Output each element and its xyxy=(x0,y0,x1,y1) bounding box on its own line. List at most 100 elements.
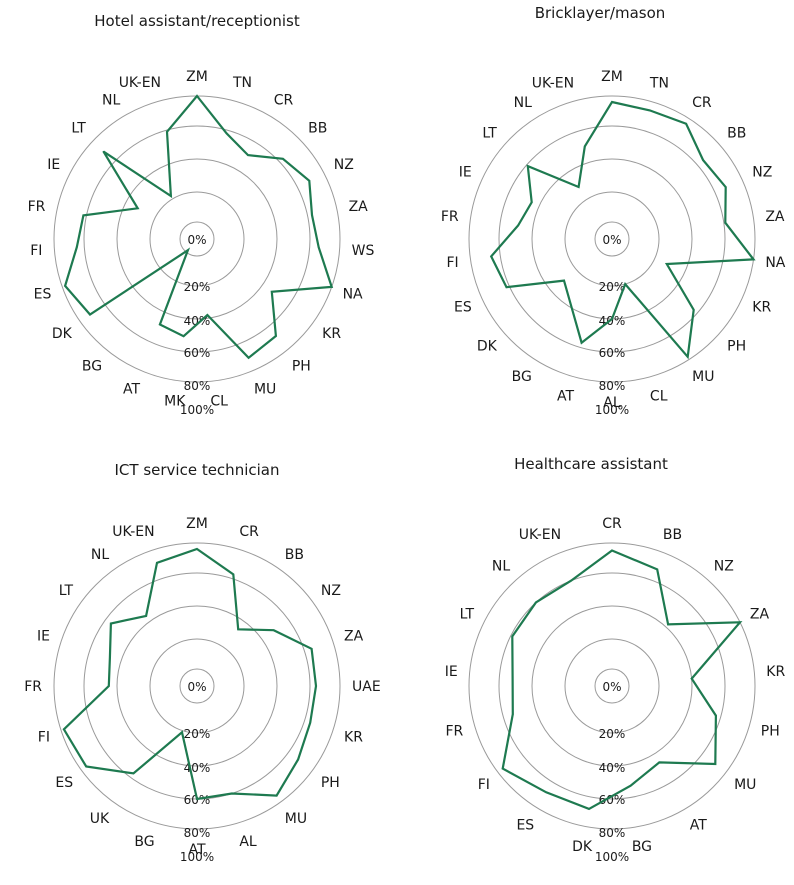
data-point-BG xyxy=(569,302,572,305)
data-point-MU xyxy=(714,763,717,765)
data-point-TN xyxy=(225,132,228,135)
category-label: IE xyxy=(445,664,458,680)
data-point-AT xyxy=(580,341,583,344)
data-point-LT xyxy=(511,635,514,638)
category-label: NA xyxy=(343,287,363,303)
data-point-IE xyxy=(511,675,514,678)
data-point-ZA xyxy=(310,647,313,650)
data-point-BB xyxy=(702,159,704,161)
category-label: MU xyxy=(285,811,307,827)
data-point-KR xyxy=(309,721,311,724)
data-point-FI xyxy=(490,255,493,258)
category-label: BB xyxy=(308,121,327,137)
category-label: DK xyxy=(52,326,73,342)
category-label: IE xyxy=(459,164,472,180)
category-label: ZA xyxy=(750,606,770,622)
category-label: KR xyxy=(752,300,771,316)
data-point-NA xyxy=(752,258,755,261)
category-label: UAE xyxy=(352,679,381,695)
tick-label: 40% xyxy=(599,761,626,775)
data-point-NZ xyxy=(308,180,311,182)
data-point-AL xyxy=(231,792,233,795)
grid-ring-40 xyxy=(149,638,245,734)
category-label: CR xyxy=(692,95,712,111)
data-point-AT xyxy=(658,761,661,764)
series-line xyxy=(501,549,743,811)
grid-ring-20 xyxy=(594,668,630,704)
tick-label: 80% xyxy=(184,826,211,840)
category-label: ZM xyxy=(601,69,623,85)
tick-label: 100% xyxy=(595,850,629,864)
data-point-ZM xyxy=(196,548,198,550)
data-point-BB xyxy=(237,628,240,631)
category-label: UK-EN xyxy=(519,527,561,543)
data-point-IE xyxy=(530,201,533,204)
category-label: FR xyxy=(24,679,42,695)
data-point-LT xyxy=(110,622,112,625)
category-label: AT xyxy=(123,382,140,398)
data-point-PH xyxy=(297,758,299,761)
category-label: BG xyxy=(82,358,102,374)
category-label: ES xyxy=(516,818,534,834)
data-point-BB xyxy=(282,158,284,160)
tick-label: 0% xyxy=(602,233,621,247)
data-point-DK xyxy=(89,313,91,316)
data-point-FR xyxy=(512,713,514,716)
tick-label: 80% xyxy=(599,826,626,840)
category-label: CR xyxy=(274,93,294,109)
data-point-NA xyxy=(330,286,333,288)
grid-ring-60 xyxy=(531,605,693,767)
data-point-AT xyxy=(196,798,198,800)
data-point-FI xyxy=(75,246,78,249)
category-label: PH xyxy=(727,339,746,355)
category-label: CL xyxy=(650,388,668,404)
category-label: NL xyxy=(492,559,510,575)
data-point-MU xyxy=(275,794,278,797)
data-point-NZ xyxy=(724,186,727,188)
tick-label: 100% xyxy=(180,403,214,417)
data-point-FR xyxy=(517,224,519,227)
data-point-BG xyxy=(187,249,189,252)
category-label: BG xyxy=(632,839,652,855)
category-label: FI xyxy=(38,729,50,745)
category-label: UK-EN xyxy=(112,524,154,540)
data-point-CL xyxy=(624,283,627,285)
category-label: BB xyxy=(663,527,682,543)
radar-chart-1: Hotel assistant/receptionist0%20%40%60%8… xyxy=(28,12,375,417)
tick-label: 20% xyxy=(184,727,211,741)
category-label: MU xyxy=(734,777,756,793)
data-point-KR xyxy=(665,263,668,265)
tick-label: 0% xyxy=(187,680,206,694)
category-label: CL xyxy=(210,393,228,409)
tick-label: 0% xyxy=(602,680,621,694)
category-label: WS xyxy=(352,243,375,259)
chart-title: Bricklayer/mason xyxy=(535,4,666,22)
category-label: NL xyxy=(91,547,109,563)
tick-label: 80% xyxy=(599,379,626,393)
category-label: ES xyxy=(55,775,73,791)
category-label: KR xyxy=(344,729,363,745)
data-point-AL xyxy=(611,318,613,320)
grid-ring-60 xyxy=(116,158,278,320)
grid-ring-20 xyxy=(594,221,630,257)
data-point-NZ xyxy=(667,623,669,626)
category-label: AT xyxy=(690,818,707,834)
data-point-CR xyxy=(247,154,249,156)
data-point-ES xyxy=(545,791,547,794)
category-label: DK xyxy=(572,839,593,855)
category-label: TN xyxy=(649,76,669,92)
category-label: AL xyxy=(603,395,621,411)
grid-ring-20 xyxy=(179,221,215,257)
category-label: UK xyxy=(90,811,110,827)
data-point-MK xyxy=(182,335,185,338)
category-label: AT xyxy=(557,388,574,404)
data-point-CR xyxy=(611,549,613,552)
category-label: LT xyxy=(59,583,74,599)
category-label: TN xyxy=(232,75,252,91)
category-label: LT xyxy=(460,606,475,622)
data-point-ES xyxy=(85,765,87,768)
category-label: FI xyxy=(478,777,490,793)
category-label: NL xyxy=(514,95,532,111)
data-point-LT xyxy=(102,150,105,153)
